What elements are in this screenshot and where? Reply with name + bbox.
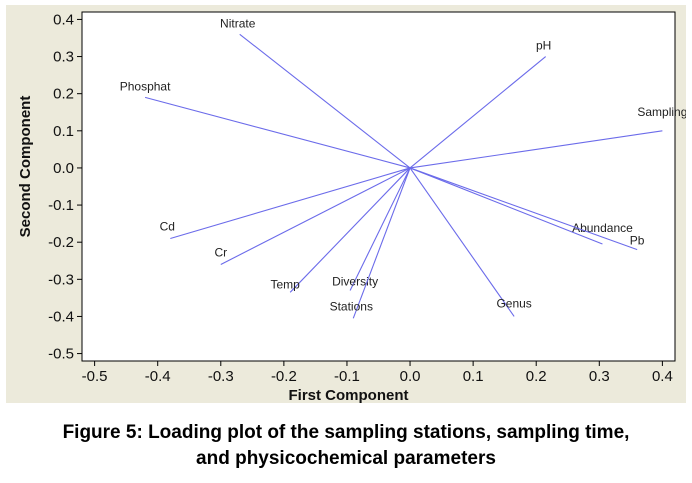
x-tick-label: -0.2 (271, 368, 297, 385)
y-tick-label: -0.5 (48, 346, 74, 363)
vector-label-nitrate: Nitrate (220, 16, 256, 30)
loading-vector-nitrate (239, 33, 411, 169)
y-tick-label: 0.3 (53, 49, 74, 66)
loading-vector-phosphat (144, 96, 411, 169)
x-axis-title: First Component (289, 387, 409, 403)
vector-label-temp: Temp (271, 277, 301, 291)
figure-caption: Figure 5: Loading plot of the sampling s… (0, 420, 692, 472)
y-tick-label: 0.2 (53, 86, 74, 103)
vector-label-cd: Cd (160, 219, 175, 233)
caption-line-1: Figure 5: Loading plot of the sampling s… (62, 422, 630, 443)
y-tick-label: -0.2 (48, 234, 74, 251)
loading-vector-temp (289, 167, 411, 293)
vector-label-sampling: Sampling (637, 105, 686, 119)
x-tick-label: 0.2 (526, 368, 547, 385)
vector-label-abundance: Abundance (572, 221, 633, 235)
loading-vector-pb (409, 167, 638, 251)
y-tick-label: 0.0 (53, 160, 74, 177)
loading-vector-cr (220, 167, 411, 265)
x-tick-label: -0.5 (82, 368, 108, 385)
y-tick-label: -0.3 (48, 271, 74, 288)
vector-label-diversity: Diversity (332, 274, 378, 288)
x-tick-label: 0.4 (652, 368, 673, 385)
loading-vector-cd (170, 167, 411, 240)
loading-vector-abundance (409, 167, 603, 245)
x-tick-label: -0.3 (208, 368, 234, 385)
vector-label-ph: pH (536, 39, 551, 53)
vector-label-phosphat: Phosphat (120, 79, 171, 93)
plot-area (81, 11, 676, 362)
vector-label-stations: Stations (330, 299, 373, 313)
x-tick-label: -0.4 (145, 368, 171, 385)
loading-vector-genus (409, 167, 515, 317)
y-tick-label: 0.4 (53, 11, 74, 28)
loading-vector-sampling (409, 130, 663, 169)
vector-label-pb: Pb (630, 234, 645, 248)
loading-plot: -0.5 -0.4 -0.3 -0.2 -0.1 0.0 0.1 0.2 0.3 0.4 0.4 0.… (17, 11, 686, 403)
x-tick-label: -0.1 (334, 368, 360, 385)
figure-frame: -0.5 -0.4 -0.3 -0.2 -0.1 0.0 0.1 0.2 0.3 0.4 0.4 0.… (6, 5, 686, 403)
x-tick-label: 0.3 (589, 368, 610, 385)
x-tick-label: 0.1 (463, 368, 484, 385)
y-tick-label: -0.4 (48, 308, 74, 325)
loading-vector-ph (409, 56, 547, 169)
y-tick-label: 0.1 (53, 123, 74, 140)
y-axis-title: Second Component (17, 96, 34, 238)
caption-line-2: and physicochemical parameters (196, 448, 496, 469)
vector-label-cr: Cr (214, 245, 227, 259)
vector-label-genus: Genus (496, 296, 531, 310)
loading-vector-stations (352, 167, 411, 319)
y-tick-label: -0.1 (48, 197, 74, 214)
x-tick-label: 0.0 (400, 368, 421, 385)
loading-vector-diversity (349, 167, 411, 291)
